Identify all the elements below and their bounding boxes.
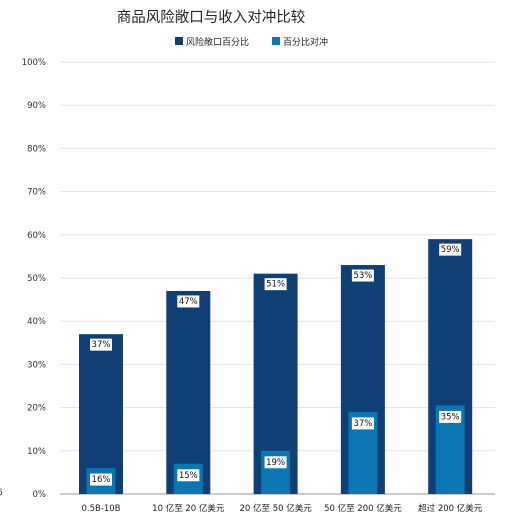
y-tick-label: 60% [27, 231, 46, 241]
data-label-bg [177, 295, 200, 308]
data-label-hedge: 19% [266, 458, 285, 468]
data-label-hedge: 16% [92, 475, 111, 485]
data-label-hedge: 37% [353, 419, 372, 429]
y-axis: 0% 10% 20% 30% 40% 50% 60% 70% 80% 90% 100% [22, 58, 46, 500]
y-tick-label: 40% [27, 317, 46, 327]
x-tick-label: 50 亿至 200 亿美元 [324, 503, 402, 514]
data-label-exposure: 47% [179, 297, 198, 307]
data-label-bg [439, 243, 462, 256]
y-tick-label: 0% [33, 490, 47, 500]
y-tick-label: 70% [27, 188, 46, 198]
legend-swatch-exposure [175, 37, 183, 45]
chart-title: 商品风险敞口与收入对冲比较 [117, 8, 306, 26]
y-tick-label: 90% [27, 101, 46, 111]
x-tick-label: 超过 200 亿美元 [418, 503, 483, 514]
data-label-bg [439, 410, 462, 423]
data-label-exposure: 59% [441, 245, 460, 255]
bars: 37% 16% 47% 15% 51% 19% 53% 37% 59% 35% [79, 239, 473, 494]
data-label-bg [90, 338, 112, 351]
y-tick-label: 80% [27, 144, 46, 154]
legend-label-exposure: 风险敞口百分比 [186, 36, 249, 48]
x-axis: 0.5B-10B 10 亿至 20 亿美元 20 亿至 50 亿美元 50 亿至 20… [81, 503, 482, 514]
bar-exposure [166, 290, 211, 494]
edge-fragment-digit: 6 [0, 488, 3, 498]
y-tick-label: 20% [27, 404, 46, 414]
data-label-exposure: 53% [353, 271, 372, 281]
data-label-bg [90, 473, 112, 486]
data-label-bg [351, 417, 374, 430]
bar-exposure [79, 334, 123, 494]
data-label-hedge: 35% [441, 412, 460, 422]
y-tick-label: 10% [27, 447, 46, 457]
y-tick-label: 100% [22, 58, 46, 68]
data-label-hedge: 15% [179, 471, 198, 481]
legend-item-exposure: 风险敞口百分比 [175, 36, 249, 48]
y-tick-label: 30% [27, 360, 46, 370]
data-label-bg [177, 469, 200, 482]
legend: 风险敞口百分比 百分比对冲 [175, 36, 328, 48]
data-label-bg [264, 456, 287, 469]
x-tick-label: 0.5B-10B [81, 504, 120, 514]
data-label-exposure: 37% [92, 340, 111, 350]
data-label-exposure: 51% [266, 280, 285, 290]
legend-item-hedge: 百分比对冲 [272, 36, 328, 48]
legend-swatch-hedge [272, 37, 280, 45]
data-label-bg [264, 278, 287, 291]
x-tick-label: 10 亿至 20 亿美元 [152, 503, 225, 514]
x-tick-label: 20 亿至 50 亿美元 [239, 503, 312, 514]
data-label-bg [351, 269, 374, 282]
legend-label-hedge: 百分比对冲 [283, 36, 328, 48]
y-tick-label: 50% [27, 274, 46, 284]
